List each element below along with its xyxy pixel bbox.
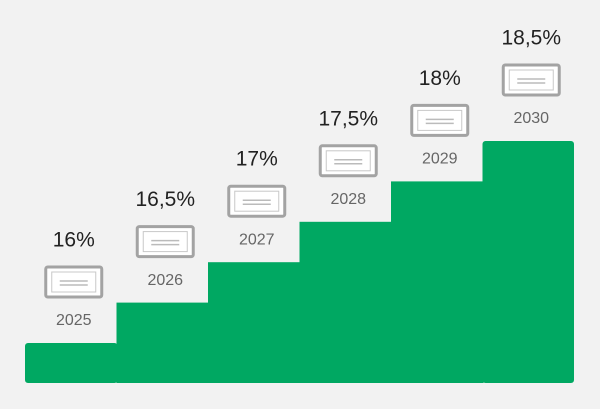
certificate-icon xyxy=(227,184,287,218)
step xyxy=(299,221,392,383)
year-label: 2030 xyxy=(513,110,549,127)
value-label: 16,5% xyxy=(135,188,195,211)
year-label: 2027 xyxy=(239,231,275,248)
certificate-icon xyxy=(318,144,378,178)
value-label: 18% xyxy=(419,67,461,90)
step xyxy=(208,262,301,383)
step xyxy=(25,343,118,383)
icon-frame xyxy=(410,103,470,137)
certificate-icon xyxy=(501,63,561,97)
year-label: 2028 xyxy=(330,191,366,208)
icon-frame xyxy=(227,184,287,218)
year-label: 2025 xyxy=(56,312,92,329)
value-label: 17% xyxy=(236,148,278,171)
certificate-icon xyxy=(410,103,470,137)
step xyxy=(116,302,209,383)
value-label: 16% xyxy=(53,229,95,252)
certificate-icon xyxy=(44,265,104,299)
icon-inner xyxy=(142,231,188,253)
year-label: 2026 xyxy=(147,272,183,289)
value-label: 17,5% xyxy=(318,107,378,130)
icon-frame xyxy=(44,265,104,299)
icon-inner xyxy=(325,150,371,172)
certificate-icon xyxy=(135,225,195,259)
year-label: 2029 xyxy=(422,151,458,168)
icon-frame xyxy=(135,225,195,259)
icon-frame xyxy=(318,144,378,178)
icon-frame xyxy=(501,63,561,97)
icon-inner xyxy=(51,271,97,293)
step xyxy=(482,141,574,383)
icon-inner xyxy=(234,190,280,212)
step xyxy=(391,181,484,383)
icon-inner xyxy=(508,69,554,91)
value-label: 18,5% xyxy=(501,27,561,50)
icon-inner xyxy=(417,109,463,131)
